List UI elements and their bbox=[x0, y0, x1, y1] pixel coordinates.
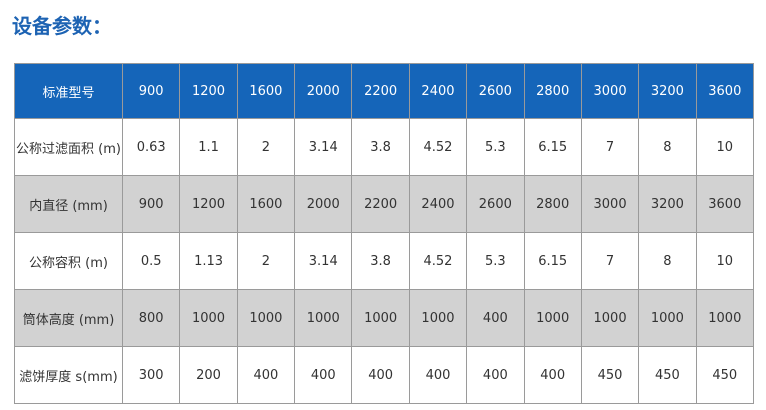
header-cell: 3600 bbox=[695, 63, 755, 119]
header-cell: 900 bbox=[121, 63, 181, 119]
header-cell: 3000 bbox=[580, 63, 640, 119]
table-cell: 400 bbox=[523, 346, 582, 404]
table-cell: 900 bbox=[121, 175, 181, 233]
table-cell: 450 bbox=[638, 346, 697, 404]
table-cell: 10 bbox=[695, 118, 755, 176]
row-label: 筒体高度 (mm) bbox=[14, 289, 123, 347]
header-row: 标准型号 900 1200 1600 2000 2200 2400 2600 2800 3000 3… bbox=[14, 63, 755, 119]
table-cell: 1000 bbox=[236, 289, 296, 347]
table-cell: 1000 bbox=[179, 289, 238, 347]
row-label: 公称过滤面积 (m) bbox=[14, 118, 123, 176]
table-cell: 800 bbox=[121, 289, 181, 347]
table-cell: 400 bbox=[466, 289, 525, 347]
table-cell: 3.8 bbox=[351, 232, 410, 290]
table-cell: 0.63 bbox=[121, 118, 181, 176]
table-cell: 450 bbox=[695, 346, 755, 404]
table-cell: 3600 bbox=[695, 175, 755, 233]
table-row: 滤饼厚度 s(mm) 300 200 400 400 400 400 400 400 450 450… bbox=[14, 346, 755, 404]
table-cell: 3200 bbox=[638, 175, 697, 233]
row-label: 公称容积 (m) bbox=[14, 232, 123, 290]
header-cell: 1200 bbox=[179, 63, 238, 119]
table-cell: 300 bbox=[121, 346, 181, 404]
row-label: 滤饼厚度 s(mm) bbox=[14, 346, 123, 404]
table-cell: 450 bbox=[580, 346, 640, 404]
table-row: 内直径 (mm) 900 1200 1600 2000 2200 2400 2600 2800 3… bbox=[14, 175, 755, 233]
table-cell: 1000 bbox=[695, 289, 755, 347]
page-title: 设备参数： bbox=[12, 14, 112, 38]
header-cell: 2800 bbox=[523, 63, 582, 119]
header-cell: 2600 bbox=[466, 63, 525, 119]
table-cell: 6.15 bbox=[523, 118, 582, 176]
table-cell: 2400 bbox=[408, 175, 468, 233]
table-row: 公称容积 (m) 0.5 1.13 2 3.14 3.8 4.52 5.3 6.15 7 8 10 bbox=[14, 232, 755, 290]
table-cell: 1000 bbox=[638, 289, 697, 347]
table-cell: 2200 bbox=[351, 175, 410, 233]
table-cell: 2 bbox=[236, 232, 296, 290]
table-cell: 2 bbox=[236, 118, 296, 176]
table-cell: 4.52 bbox=[408, 232, 468, 290]
table-cell: 8 bbox=[638, 118, 697, 176]
table-cell: 8 bbox=[638, 232, 697, 290]
table-cell: 0.5 bbox=[121, 232, 181, 290]
header-cell: 标准型号 bbox=[14, 63, 123, 119]
table-cell: 3.8 bbox=[351, 118, 410, 176]
table-cell: 1200 bbox=[179, 175, 238, 233]
table-cell: 1600 bbox=[236, 175, 296, 233]
table-cell: 1000 bbox=[294, 289, 353, 347]
table-cell: 1000 bbox=[408, 289, 468, 347]
table-cell: 400 bbox=[466, 346, 525, 404]
table-cell: 1000 bbox=[580, 289, 640, 347]
table-cell: 2600 bbox=[466, 175, 525, 233]
table-cell: 3000 bbox=[580, 175, 640, 233]
header-cell: 3200 bbox=[638, 63, 697, 119]
table-cell: 3.14 bbox=[294, 118, 353, 176]
header-cell: 2200 bbox=[351, 63, 410, 119]
table-cell: 1.13 bbox=[179, 232, 238, 290]
table-cell: 7 bbox=[580, 232, 640, 290]
table-cell: 400 bbox=[294, 346, 353, 404]
table-cell: 2000 bbox=[294, 175, 353, 233]
table-cell: 3.14 bbox=[294, 232, 353, 290]
table-cell: 5.3 bbox=[466, 118, 525, 176]
table-cell: 400 bbox=[351, 346, 410, 404]
table-row: 公称过滤面积 (m) 0.63 1.1 2 3.14 3.8 4.52 5.3 6.15 7 8 10 bbox=[14, 118, 755, 176]
table-cell: 1000 bbox=[351, 289, 410, 347]
header-cell: 2000 bbox=[294, 63, 353, 119]
table-cell: 6.15 bbox=[523, 232, 582, 290]
table-cell: 1000 bbox=[523, 289, 582, 347]
table-cell: 5.3 bbox=[466, 232, 525, 290]
table-cell: 400 bbox=[408, 346, 468, 404]
table-cell: 400 bbox=[236, 346, 296, 404]
table-cell: 1.1 bbox=[179, 118, 238, 176]
header-cell: 1600 bbox=[236, 63, 296, 119]
header-cell: 2400 bbox=[408, 63, 468, 119]
table-cell: 2800 bbox=[523, 175, 582, 233]
table-cell: 7 bbox=[580, 118, 640, 176]
spec-table: 标准型号 900 1200 1600 2000 2200 2400 2600 2800 3000 3… bbox=[14, 63, 755, 404]
table-cell: 10 bbox=[695, 232, 755, 290]
table-row: 筒体高度 (mm) 800 1000 1000 1000 1000 1000 400 1000 1… bbox=[14, 289, 755, 347]
table-cell: 200 bbox=[179, 346, 238, 404]
row-label: 内直径 (mm) bbox=[14, 175, 123, 233]
table-cell: 4.52 bbox=[408, 118, 468, 176]
